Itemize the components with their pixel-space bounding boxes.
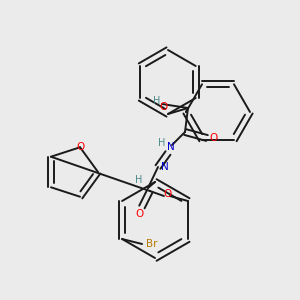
Text: N: N	[161, 162, 169, 172]
Text: H: H	[158, 138, 166, 148]
Text: O: O	[136, 209, 144, 219]
Text: O: O	[76, 142, 84, 152]
Text: Br: Br	[146, 239, 158, 249]
Text: O: O	[160, 102, 168, 112]
Text: H: H	[153, 96, 161, 106]
Text: N: N	[167, 142, 175, 152]
Text: H: H	[135, 175, 143, 185]
Text: O: O	[210, 133, 218, 143]
Text: O: O	[164, 189, 172, 199]
